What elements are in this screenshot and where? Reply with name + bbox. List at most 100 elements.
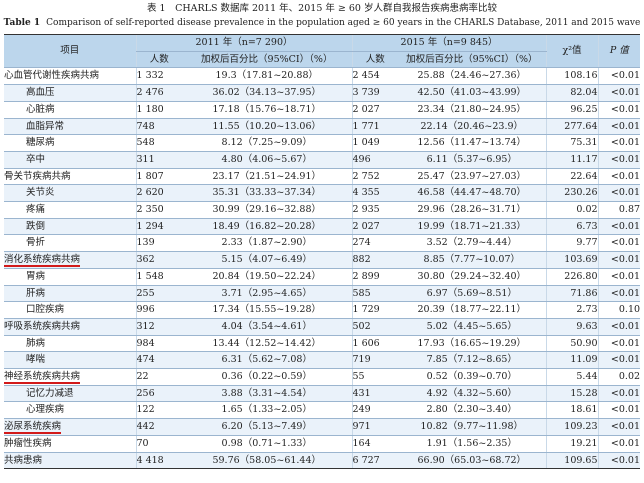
row-name: 肺病 [4, 335, 136, 353]
row-name: 消化系统疾病共病 [4, 251, 136, 269]
chi2-value: 230.26 [545, 184, 599, 203]
pct-2011-text: 3.71（2.95~4.65） [221, 287, 312, 299]
table-caption-en-text: Comparison of self-reported disease prev… [46, 18, 641, 28]
pct-2015: 25.88（24.46~27.36） [398, 67, 547, 86]
pct-2011: 4.04（3.54~4.61） [182, 318, 353, 336]
p-value-text: <0.01 [610, 70, 641, 82]
pct-2011-text: 6.31（5.62~7.08） [221, 354, 312, 366]
count-2011: 139 [135, 234, 182, 253]
pct-2015: 66.90（65.03~68.72） [398, 452, 547, 470]
count-2011-text: 2 620 [136, 187, 164, 199]
p-value: <0.01 [597, 234, 641, 253]
chi2-value: 103.69 [545, 251, 599, 269]
table-caption-en: Table 1 Comparison of self-reported disea… [0, 17, 644, 29]
pct-2015-text: 25.47（23.97~27.03） [417, 170, 527, 182]
header-2015: 2015 年（n=9 845） [351, 34, 547, 52]
p-value-text: <0.01 [610, 270, 641, 282]
chi2-value-text: 75.31 [570, 137, 598, 149]
count-2015-text: 2 899 [352, 270, 380, 282]
count-2011-text: 1 332 [136, 70, 164, 82]
table-row: 糖尿病 548 8.12（7.25~9.09） 1 049 12.56（11.47~13… [4, 134, 641, 152]
count-2015-text: 249 [352, 404, 371, 416]
count-2015-text: 882 [352, 254, 371, 266]
chi2-value-text: 11.09 [570, 354, 598, 366]
count-2015-text: 6 727 [352, 454, 380, 466]
count-2015-text: 719 [352, 354, 371, 366]
table-row: 胃病 1 548 20.84（19.50~22.24） 2 899 30.80（29.2… [4, 268, 641, 286]
table-row: 心理疾病 122 1.65（1.33~2.05） 249 2.80（2.30~3.40）… [4, 401, 641, 420]
p-value: <0.01 [597, 218, 641, 236]
pct-2011: 17.34（15.55~19.28） [182, 301, 353, 319]
count-2015: 2 454 [351, 67, 399, 86]
p-value-text: <0.01 [610, 387, 641, 399]
count-2015-text: 2 027 [352, 220, 380, 232]
pct-2011: 19.3（17.81~20.88） [182, 67, 353, 86]
chi2-value: 71.86 [545, 285, 599, 303]
row-name-text: 卒中 [26, 153, 46, 165]
p-value-text: <0.01 [610, 437, 641, 449]
row-name: 泌尿系统疾病 [4, 418, 136, 436]
count-2015-text: 1 771 [352, 120, 380, 132]
chi2-value: 75.31 [545, 134, 599, 152]
pct-2015: 17.93（16.65~19.29） [398, 335, 547, 353]
p-value: <0.01 [597, 151, 641, 169]
chi2-value: 109.23 [545, 418, 599, 436]
row-name-text: 关节炎 [26, 187, 55, 199]
count-2011: 1 807 [135, 168, 182, 186]
count-2011: 1 294 [135, 218, 182, 236]
table-label: Table 1 [3, 18, 41, 28]
count-2011-text: 139 [136, 237, 155, 249]
row-name: 神经系统疾病共病 [4, 368, 136, 386]
chi2-value-text: 277.64 [564, 120, 598, 132]
pct-2015-text: 7.85（7.12~8.65） [426, 354, 517, 366]
p-value-text: <0.01 [610, 421, 641, 433]
p-value: 0.87 [597, 201, 641, 219]
pct-2011-text: 23.17（21.51~24.91） [212, 170, 322, 182]
count-2015: 3 739 [351, 84, 399, 102]
p-value: <0.01 [597, 335, 641, 353]
count-2011: 996 [135, 301, 182, 319]
count-2015-text: 2 027 [352, 103, 380, 115]
pct-2011: 3.71（2.95~4.65） [182, 285, 353, 303]
row-name-text: 口腔疾病 [26, 304, 65, 316]
table-row: 记忆力减退 256 3.88（3.31~4.54） 431 4.92（4.32~5.60… [4, 385, 641, 403]
count-2011: 312 [135, 318, 182, 336]
chi2-value-text: 19.21 [570, 437, 598, 449]
pct-2011-text: 59.76（58.05~61.44） [212, 454, 322, 466]
count-2011-text: 1 180 [136, 103, 164, 115]
pct-2011: 5.15（4.07~6.49） [182, 251, 353, 269]
count-2015-text: 971 [352, 421, 371, 433]
pct-2015: 8.85（7.77~10.07） [398, 251, 547, 269]
p-value: <0.01 [597, 101, 641, 119]
count-2015-text: 502 [352, 320, 371, 332]
pct-2015-text: 30.80（29.24~32.40） [417, 270, 527, 282]
count-2011: 442 [135, 418, 182, 436]
p-value-text: <0.01 [610, 404, 641, 416]
row-name-text: 骨折 [26, 237, 46, 249]
row-name: 心理疾病 [4, 401, 136, 420]
count-2015: 1 729 [351, 301, 399, 319]
pct-2015-text: 22.14（20.46~23.9） [420, 120, 524, 132]
pct-2015-text: 2.80（2.30~3.40） [426, 404, 517, 416]
row-name: 高血压 [4, 84, 136, 102]
row-name: 关节炎 [4, 184, 136, 203]
header-chi2: χ²值 [545, 33, 599, 69]
p-value-text: <0.01 [610, 254, 641, 266]
p-value: <0.01 [597, 418, 641, 436]
count-2011: 362 [135, 251, 182, 269]
p-value-text: <0.01 [610, 120, 641, 132]
p-value: <0.01 [597, 168, 641, 186]
p-value: <0.01 [597, 251, 641, 269]
chi2-value-text: 109.65 [564, 454, 598, 466]
p-value: 0.10 [597, 301, 641, 319]
header-count-2015: 人数 [351, 51, 399, 69]
count-2015-text: 3 739 [352, 87, 380, 99]
count-2015: 496 [351, 151, 399, 169]
pct-2015: 23.34（21.80~24.95） [398, 101, 547, 119]
pct-2011-text: 0.36（0.22~0.59） [221, 371, 312, 383]
count-2015-text: 496 [352, 153, 371, 165]
pct-2015-text: 1.91（1.56~2.35） [426, 437, 517, 449]
chi2-value-text: 226.80 [564, 270, 598, 282]
table-row: 骨关节疾病共病 1 807 23.17（21.51~24.91） 2 752 25.47… [4, 168, 641, 186]
chi2-value-text: 6.73 [576, 220, 598, 232]
